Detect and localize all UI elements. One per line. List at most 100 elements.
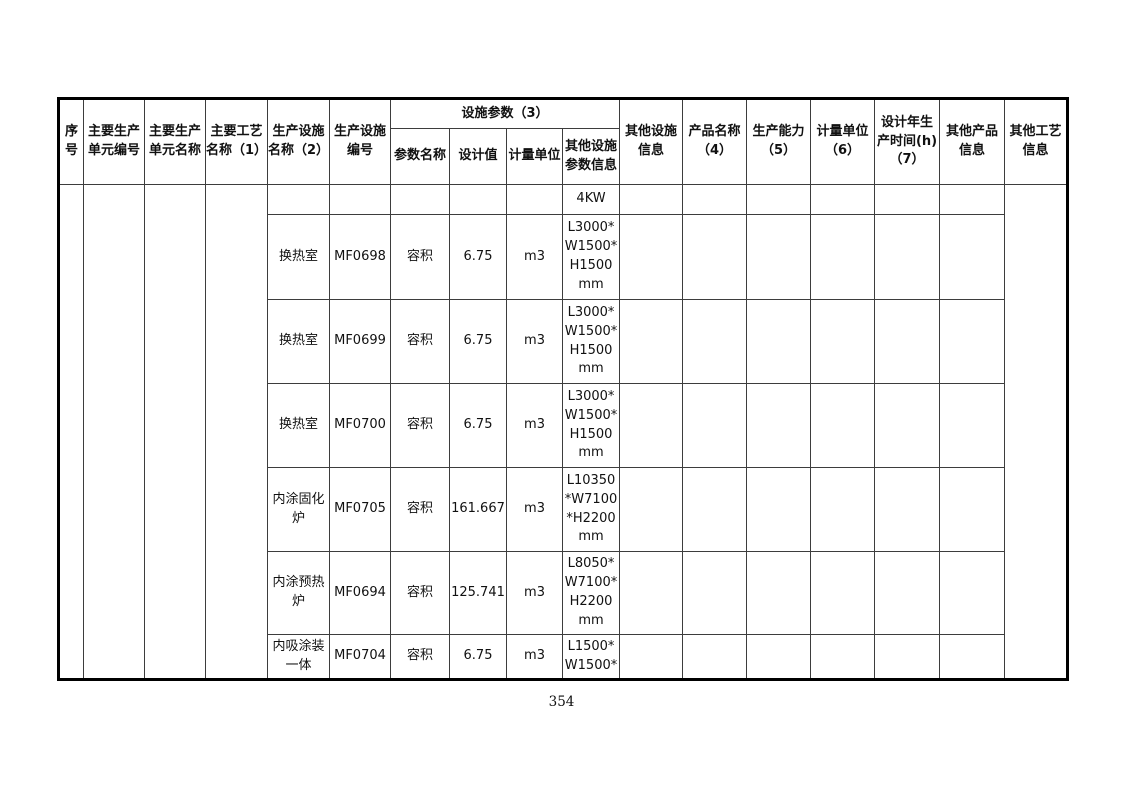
empty-cell bbox=[939, 467, 1006, 552]
cell-facility-code: MF0705 bbox=[329, 467, 391, 552]
empty-cell bbox=[267, 184, 330, 215]
empty-cell bbox=[746, 184, 812, 215]
empty-cell bbox=[874, 551, 941, 635]
empty-cell bbox=[746, 383, 812, 468]
empty-cell bbox=[810, 184, 876, 215]
header-other-process-info: 其他工艺 信息 bbox=[1004, 98, 1069, 185]
empty-cell bbox=[682, 383, 748, 468]
empty-cell bbox=[619, 299, 684, 384]
cell-param-name: 容积 bbox=[390, 467, 450, 552]
cell-unit: m3 bbox=[506, 299, 563, 384]
empty-cell bbox=[874, 467, 941, 552]
header-design-value: 设计值 bbox=[449, 128, 507, 185]
empty-cell bbox=[939, 184, 1006, 215]
table-row: 换热室 MF0698 容积 6.75 m3 L3000*W1500*H1500m… bbox=[59, 214, 1068, 300]
table-row-carryover: 4KW bbox=[58, 184, 1069, 680]
cell-design-value: 125.741 bbox=[449, 551, 507, 635]
cell-design-value: 6.75 bbox=[449, 299, 507, 384]
cell-other-param-info: L1500*W1500* bbox=[561, 634, 621, 680]
empty-cell bbox=[746, 299, 812, 384]
header-unit-code: 主要生产 单元编号 bbox=[83, 98, 145, 185]
empty-cell bbox=[874, 299, 941, 384]
empty-cell bbox=[329, 184, 391, 215]
header-other-facility-info: 其他设施 信息 bbox=[619, 98, 684, 185]
empty-cell bbox=[619, 551, 684, 635]
cell-other-param-info: L10350*W7100*H2200mm bbox=[561, 467, 621, 552]
empty-cell bbox=[810, 467, 876, 552]
empty-cell bbox=[449, 184, 507, 215]
empty-cell bbox=[939, 551, 1006, 635]
cell-facility-code: MF0700 bbox=[329, 383, 391, 468]
header-product-name: 产品名称 （4） bbox=[682, 98, 748, 185]
cell-param-name: 容积 bbox=[390, 299, 450, 384]
header-annual-production-time: 设计年生 产时间(h) （7） bbox=[874, 98, 941, 185]
header-unit-name: 主要生产 单元名称 bbox=[144, 98, 206, 185]
empty-cell bbox=[619, 184, 684, 215]
empty-cell bbox=[619, 467, 684, 552]
empty-cell bbox=[810, 634, 876, 680]
production-facility-table: 序 号 主要生产 单元编号 主要生产 单元名称 主要工艺 名称（1） 生产设施 … bbox=[57, 97, 1070, 681]
cell-other-param-info: L3000*W1500*H1500mm bbox=[561, 299, 621, 384]
cell-other-param-info: L3000*W1500*H1500mm bbox=[561, 383, 621, 468]
empty-cell bbox=[810, 214, 876, 300]
empty-cell-unit-code bbox=[83, 184, 145, 680]
cell-facility-code: MF0694 bbox=[329, 551, 391, 635]
empty-cell bbox=[682, 634, 748, 680]
cell-facility-name: 换热室 bbox=[267, 214, 330, 300]
cell-other-param-info: L8050*W7100*H2200mm bbox=[561, 551, 621, 635]
empty-cell bbox=[746, 467, 812, 552]
cell-facility-name: 内涂预热炉 bbox=[267, 551, 330, 635]
empty-cell bbox=[874, 383, 941, 468]
empty-cell bbox=[682, 551, 748, 635]
empty-cell bbox=[939, 634, 1006, 680]
cell-design-value: 6.75 bbox=[449, 634, 507, 680]
cell-param-name: 容积 bbox=[390, 634, 450, 680]
empty-cell bbox=[506, 184, 563, 215]
header-capacity: 生产能力 （5） bbox=[746, 98, 812, 185]
cell-other-param-info: L3000*W1500*H1500mm bbox=[561, 214, 621, 300]
cell-other-param-info: 4KW bbox=[561, 184, 621, 215]
cell-facility-name: 内涂固化炉 bbox=[267, 467, 330, 552]
header-facility-code: 生产设施 编号 bbox=[329, 98, 391, 185]
page-number: 354 bbox=[548, 694, 575, 710]
header-facility-params-group: 设施参数（3） bbox=[389, 98, 621, 129]
header-seq: 序 号 bbox=[58, 98, 84, 185]
empty-cell bbox=[682, 184, 748, 215]
empty-cell bbox=[874, 184, 941, 215]
empty-cell-other-process-info bbox=[1004, 184, 1069, 680]
empty-cell bbox=[682, 467, 748, 552]
cell-param-name: 容积 bbox=[390, 214, 450, 300]
table-row: 换热室 MF0700 容积 6.75 m3 L3000*W1500*H1500m… bbox=[59, 383, 1068, 468]
empty-cell bbox=[939, 214, 1006, 300]
empty-cell-process-name bbox=[205, 184, 268, 680]
header-param-name: 参数名称 bbox=[390, 128, 450, 185]
header-other-param-info: 其他设施 参数信息 bbox=[561, 128, 621, 185]
empty-cell bbox=[939, 299, 1006, 384]
header-process-name: 主要工艺 名称（1） bbox=[205, 98, 268, 185]
empty-cell bbox=[939, 383, 1006, 468]
cell-design-value: 6.75 bbox=[449, 383, 507, 468]
cell-facility-name: 内吸涂装一体 bbox=[267, 634, 330, 680]
empty-cell bbox=[682, 299, 748, 384]
cell-param-name: 容积 bbox=[390, 383, 450, 468]
empty-cell bbox=[619, 214, 684, 300]
cell-unit: m3 bbox=[506, 551, 563, 635]
cell-facility-code: MF0698 bbox=[329, 214, 391, 300]
table-row: 内吸涂装一体 MF0704 容积 6.75 m3 L1500*W1500* bbox=[59, 634, 1068, 680]
cell-unit: m3 bbox=[506, 634, 563, 680]
empty-cell bbox=[390, 184, 450, 215]
table-header-row-group: 序 号 主要生产 单元编号 主要生产 单元名称 主要工艺 名称（1） 生产设施 … bbox=[58, 98, 1069, 185]
empty-cell bbox=[810, 551, 876, 635]
cell-param-name: 容积 bbox=[390, 551, 450, 635]
cell-unit: m3 bbox=[506, 214, 563, 300]
empty-cell bbox=[682, 214, 748, 300]
table-row: 换热室 MF0699 容积 6.75 m3 L3000*W1500*H1500m… bbox=[59, 299, 1068, 384]
cell-design-value: 161.667 bbox=[449, 467, 507, 552]
empty-cell bbox=[746, 551, 812, 635]
table-row: 内涂预热炉 MF0694 容积 125.741 m3 L8050*W7100*H… bbox=[59, 551, 1068, 635]
cell-unit: m3 bbox=[506, 383, 563, 468]
cell-design-value: 6.75 bbox=[449, 214, 507, 300]
empty-cell bbox=[874, 634, 941, 680]
header-facility-name: 生产设施 名称（2） bbox=[267, 98, 330, 185]
empty-cell bbox=[619, 383, 684, 468]
